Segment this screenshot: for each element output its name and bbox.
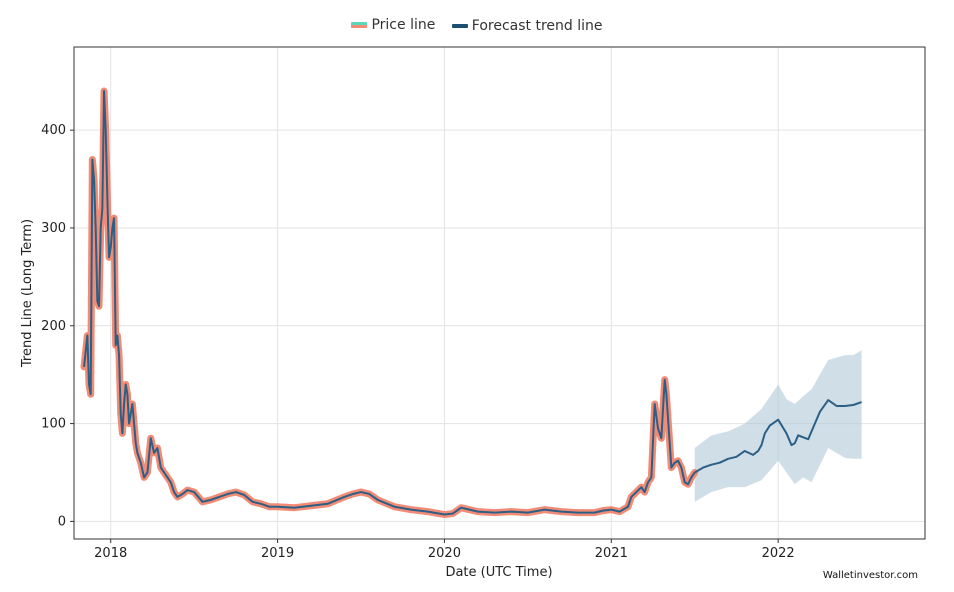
plot-frame	[73, 46, 926, 540]
price-line-swatch-icon	[351, 22, 368, 28]
legend-item-forecast[interactable]: Forecast trend line	[451, 18, 603, 34]
forecast-line-swatch-icon	[451, 24, 468, 28]
watermark-text: Walletinvestor.com	[822, 570, 918, 581]
y-tick-label: 0	[58, 514, 66, 529]
x-tick-label: 2019	[261, 546, 294, 561]
historical-trend-line	[83, 90, 696, 516]
series-layer	[80, 87, 862, 519]
x-tick-label: 2021	[595, 546, 628, 561]
legend-forecast-label: Forecast trend line	[471, 18, 603, 34]
x-tick-label: 2020	[428, 546, 461, 561]
y-tick-label: 100	[41, 417, 66, 432]
forecast-band-layer	[694, 350, 862, 502]
x-tick-label: 2018	[94, 546, 127, 561]
y-tick-label: 400	[41, 123, 66, 138]
legend-item-price[interactable]: Price line	[351, 17, 435, 33]
y-tick-label: 300	[41, 221, 66, 236]
price-line-series	[80, 87, 699, 519]
legend-price-label: Price line	[371, 17, 436, 33]
x-tick-label: 2022	[762, 546, 795, 561]
y-axis-label: Trend Line (Long Term)	[20, 219, 35, 368]
forecast-trend-line-series	[694, 399, 862, 474]
x-axis-label: Date (UTC Time)	[445, 565, 552, 580]
tick-layer: 0 100 200 300 400 2018 2019 2020 2021 2022	[41, 123, 795, 561]
forecast-confidence-band	[694, 350, 862, 502]
y-tick-label: 200	[41, 319, 66, 334]
chart-legend: Price line Forecast trend line	[0, 16, 954, 34]
